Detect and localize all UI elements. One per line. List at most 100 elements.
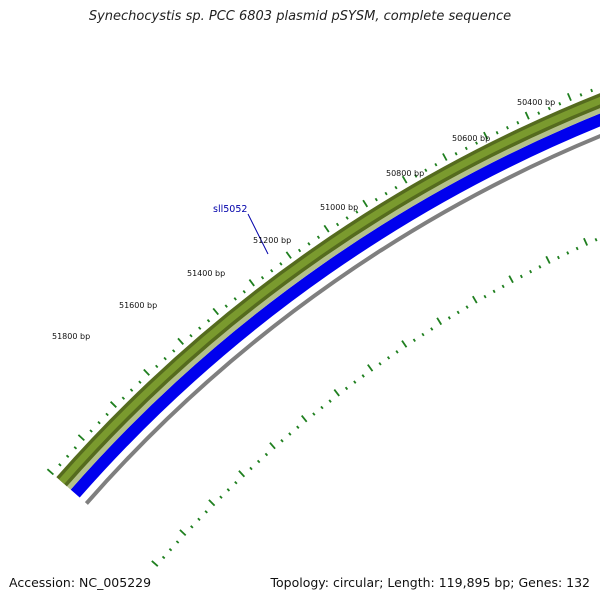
major-tick [401,175,408,184]
minor-tick [155,364,159,369]
minor-tick [414,174,418,178]
minor-tick [97,420,101,425]
minor-tick [594,238,598,242]
minor-tick [538,265,542,269]
minor-tick [312,412,316,416]
minor-tick [434,162,438,167]
minor-tick [430,327,434,331]
minor-tick [424,168,428,173]
olive-ring-light-band [66,107,600,490]
major-tick [238,470,246,478]
major-tick [545,255,551,264]
minor-tick [465,305,469,309]
minor-tick [355,210,359,214]
minor-tick [198,326,202,330]
minor-tick [189,333,193,338]
minor-tick [233,297,237,301]
major-tick [401,340,408,348]
major-tick [333,389,340,397]
minor-tick [353,380,357,384]
minor-tick [547,106,551,111]
minor-tick [516,121,520,125]
major-tick [362,199,369,208]
minor-tick [270,269,274,273]
page-title: Synechocystis sp. PCC 6803 plasmid pSYSM… [88,9,512,24]
minor-tick [492,289,496,294]
major-tick [109,401,117,408]
minor-tick [89,429,93,433]
minor-tick [421,332,425,337]
major-tick [248,279,255,287]
minor-tick [447,316,451,320]
gene-track-ring [70,113,600,498]
minor-tick [386,356,391,360]
minor-tick [296,425,300,429]
tick-label: 51400 bp [187,269,225,278]
minor-tick [335,222,340,227]
inner-gray-ring [84,133,600,505]
minor-tick [65,454,70,458]
minor-tick [456,310,460,315]
minor-tick [495,131,499,135]
tick-labels: 50400 bp 50600 bp 50800 bp 51000 bp 51200 bp… [52,98,555,341]
minor-tick [280,439,284,443]
accession-text: Accession: NC_005229 [9,575,152,590]
minor-tick [374,197,378,202]
minor-tick [519,274,523,279]
minor-tick [475,141,479,145]
major-tick [323,224,330,233]
minor-tick [590,88,594,93]
tick-label: 50600 bp [452,134,490,143]
minor-tick [320,405,324,410]
minor-tick [575,246,579,251]
minor-tick [378,362,382,366]
minor-tick [224,304,228,308]
topology-summary: Topology: circular; Length: 119,895 bp; … [270,575,591,590]
major-tick [179,529,187,537]
minor-tick [242,290,246,294]
inner-tick-marks [151,237,598,567]
minor-tick [256,459,261,464]
minor-tick [483,294,487,299]
minor-tick [163,356,167,361]
minor-tick [454,151,458,156]
minor-tick [73,446,78,450]
tick-label: 50400 bp [517,98,555,107]
major-tick [212,307,219,316]
major-tick [508,275,514,284]
minor-tick [197,517,201,522]
minor-tick [129,388,134,392]
minor-tick [168,548,173,552]
major-tick [269,442,276,450]
major-tick [208,499,216,507]
major-tick [442,153,448,161]
minor-tick [384,191,388,196]
minor-tick [556,255,560,260]
minor-tick [566,251,570,255]
minor-tick [394,185,398,190]
major-tick [583,237,589,246]
major-tick [77,434,85,442]
major-tick [524,111,530,120]
major-tick [151,560,159,567]
minor-tick [190,525,194,529]
major-tick [436,317,443,326]
minor-tick [297,248,302,253]
minor-tick [505,126,509,130]
minor-tick [412,338,416,343]
major-tick [566,92,572,102]
minor-tick [328,399,332,403]
major-tick [143,368,150,376]
minor-tick [344,386,349,391]
major-tick [177,337,184,345]
minor-tick [226,488,231,492]
outer-tick-marks [46,88,594,476]
gene-label-sll5052[interactable]: sll5052 [213,204,247,215]
minor-tick [219,495,223,499]
minor-tick [501,284,505,289]
minor-tick [249,466,253,471]
minor-tick [260,275,265,280]
minor-tick [345,216,349,220]
tick-label: 51000 bp [320,203,358,212]
